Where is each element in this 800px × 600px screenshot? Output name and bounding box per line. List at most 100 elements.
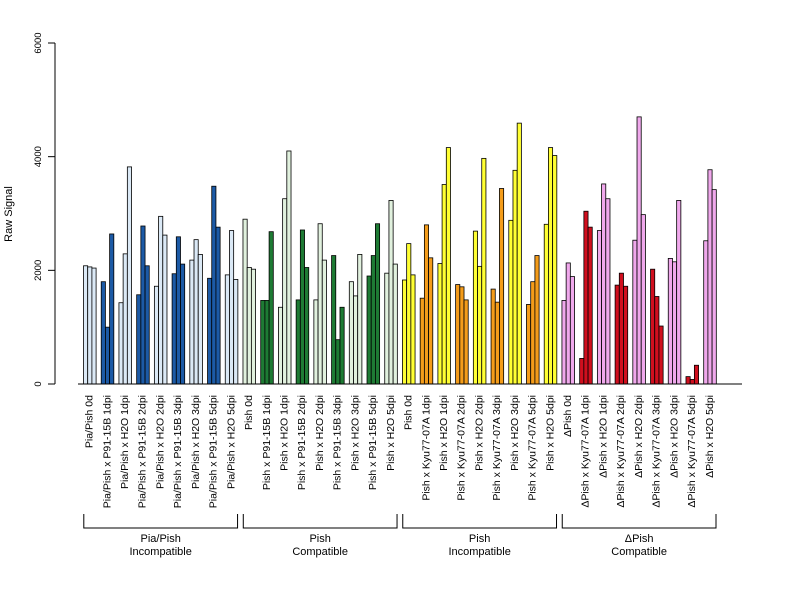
x-tick-label: Pish x Kyu77-07A 1dpi <box>420 395 432 501</box>
bar <box>242 218 248 385</box>
bar <box>618 272 624 385</box>
bar <box>321 259 327 385</box>
x-tick-label: Pish x H2O 5dpi <box>385 395 397 471</box>
x-tick-label: Pia/Pish x H2O 1dpi <box>119 395 131 489</box>
bar <box>295 299 301 385</box>
bracket-label-line1: Pia/Pish <box>141 533 181 545</box>
bar <box>158 215 164 385</box>
bar <box>623 285 629 385</box>
x-tick-label: ΔPish 0d <box>562 395 574 437</box>
bar <box>118 302 124 385</box>
x-tick-label: Pish x Kyu77-07A 3dpi <box>491 395 503 501</box>
bar <box>459 286 465 385</box>
bar <box>224 274 230 385</box>
bar <box>423 224 429 385</box>
bar <box>375 223 381 385</box>
bar <box>516 122 522 385</box>
group-brackets: Pia/PishIncompatiblePishCompatiblePishIn… <box>83 514 717 558</box>
x-tick-label: Pish x Kyu77-07A 5dpi <box>527 395 539 501</box>
bar <box>229 230 235 385</box>
x-tick-label: ΔPish x H2O 3dpi <box>668 395 680 478</box>
bar <box>144 265 150 385</box>
y-axis-label: Raw Signal <box>3 186 15 242</box>
bar <box>126 166 132 385</box>
bar <box>299 229 305 385</box>
bar <box>650 268 656 385</box>
bar <box>250 268 256 385</box>
x-tick-label: Pish x P91-15B 3dpi <box>332 395 344 490</box>
bar <box>207 277 213 385</box>
bar <box>406 243 412 385</box>
bar <box>189 259 195 385</box>
bar <box>335 339 341 385</box>
bar <box>437 263 443 385</box>
bar <box>180 263 186 385</box>
x-tick-label: Pish x H2O 1dpi <box>279 395 291 471</box>
x-tick-label: Pia/Pish x H2O 5dpi <box>225 395 237 489</box>
x-tick-label: Pia/Pish x P91-15B 1dpi <box>101 395 113 508</box>
bar <box>233 279 239 385</box>
bar <box>636 116 642 385</box>
bar <box>268 231 274 385</box>
bar <box>428 257 434 385</box>
y-tick-label: 4000 <box>33 146 44 167</box>
bracket-label-line2: Compatible <box>611 546 667 558</box>
x-tick-label: Pish x P91-15B 1dpi <box>261 395 273 490</box>
bar <box>153 285 159 385</box>
group-bracket <box>83 514 239 529</box>
x-tick-label: ΔPish x Kyu77-07A 1dpi <box>580 395 592 508</box>
bar <box>366 275 372 385</box>
bar <box>703 240 709 385</box>
bar <box>392 263 398 385</box>
bar <box>561 300 567 385</box>
bar <box>410 274 416 385</box>
bracket-label-line2: Compatible <box>292 546 348 558</box>
bar <box>481 157 487 385</box>
bar <box>543 223 549 385</box>
bar <box>246 267 252 385</box>
x-tick-label: Pish x H2O 5dpi <box>544 395 556 471</box>
bar <box>672 261 678 385</box>
bar <box>278 306 284 385</box>
bar <box>552 155 558 385</box>
bar <box>286 150 292 385</box>
x-tick-label: Pish x P91-15B 2dpi <box>296 395 308 490</box>
bar <box>122 253 128 385</box>
x-tick-label: Pish x H2O 2dpi <box>314 395 326 471</box>
bar <box>402 279 408 385</box>
group-bracket <box>242 514 398 529</box>
bar <box>632 239 638 385</box>
bar <box>264 300 270 385</box>
x-tick-label: Pish x P91-15B 5dpi <box>367 395 379 490</box>
bar <box>693 364 699 385</box>
bar <box>304 267 310 385</box>
bar <box>640 214 646 385</box>
bracket-label-line1: ΔPish <box>625 533 654 545</box>
bar <box>282 198 288 385</box>
bar <box>83 265 89 385</box>
x-tick-label: Pia/Pish x H2O 3dpi <box>190 395 202 489</box>
bar <box>512 169 518 385</box>
x-tick-label: Pish 0d <box>403 395 415 430</box>
bar <box>175 236 181 385</box>
x-tick-label: Pia/Pish x P91-15B 5dpi <box>208 395 220 508</box>
bar <box>384 272 390 385</box>
bracket-label-line2: Incompatible <box>448 546 510 558</box>
x-tick-label: ΔPish x H2O 2dpi <box>633 395 645 478</box>
bar <box>569 276 575 385</box>
bar <box>260 300 266 385</box>
bar <box>583 210 589 385</box>
bar <box>548 147 554 385</box>
x-tick-label: ΔPish x H2O 5dpi <box>704 395 716 478</box>
group-bracket <box>561 514 717 529</box>
bar <box>455 284 461 385</box>
bar <box>348 281 354 385</box>
y-axis: 0 2000 4000 6000 <box>33 32 56 387</box>
bar <box>211 185 217 385</box>
bar <box>565 262 571 385</box>
bar <box>91 267 97 385</box>
bar <box>100 281 106 385</box>
y-tick-label: 2000 <box>33 260 44 281</box>
bar <box>472 230 478 385</box>
